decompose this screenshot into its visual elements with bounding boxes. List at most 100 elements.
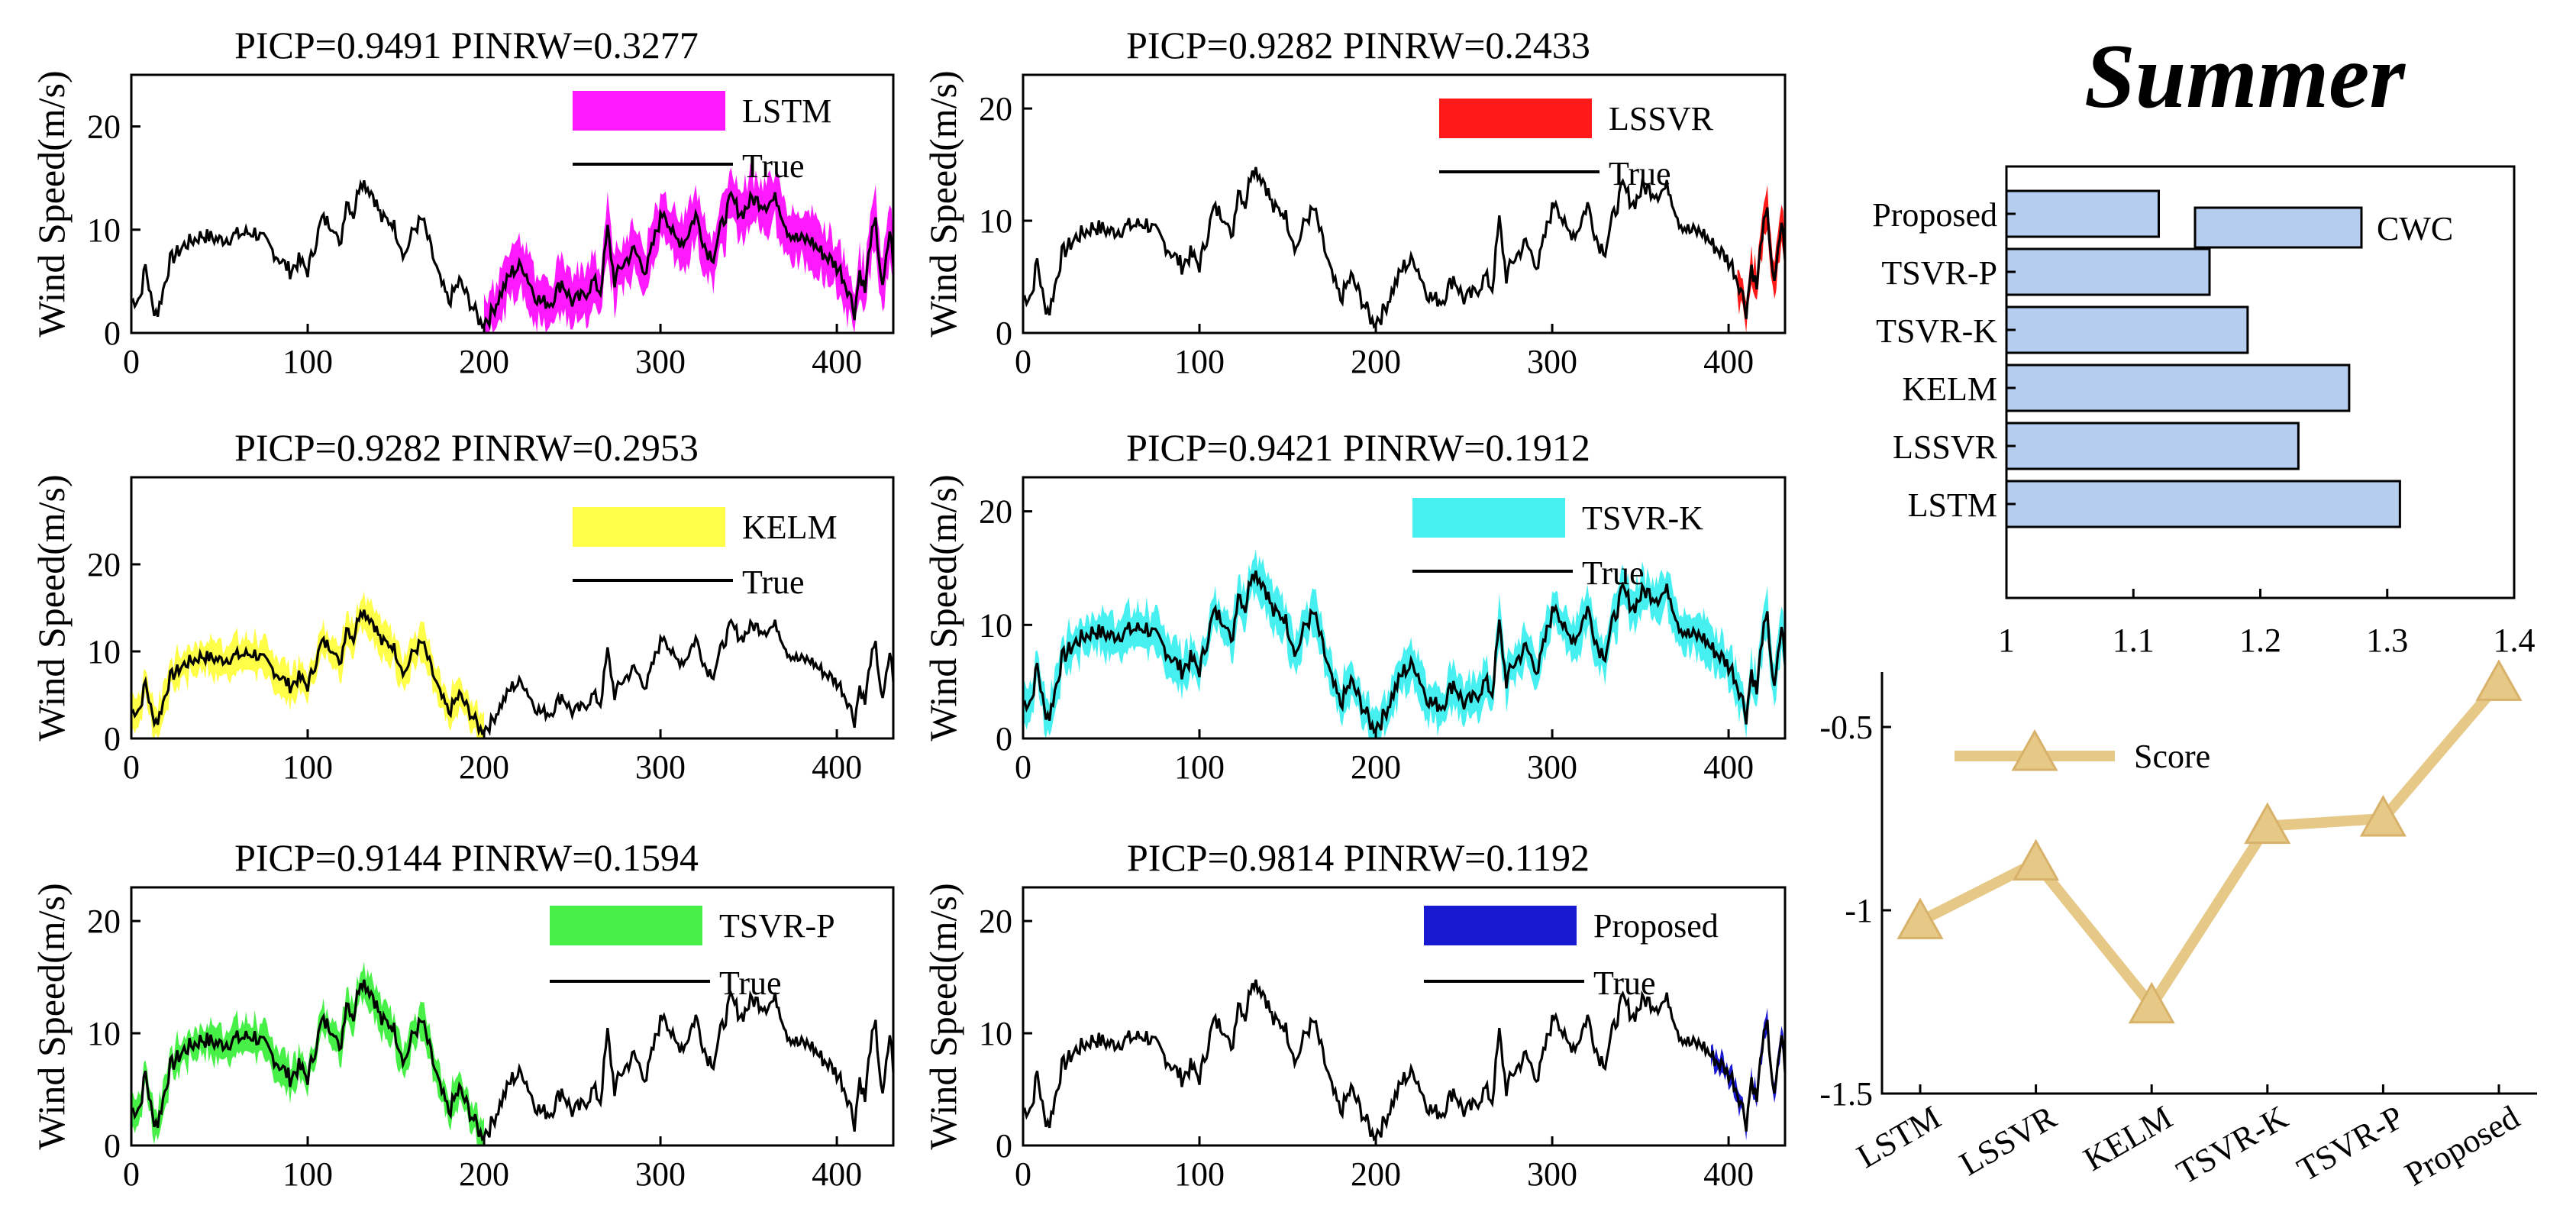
legend-label: LSTM [742,92,831,130]
x-tick-label: 300 [635,748,686,786]
x-tick-label: 100 [1174,343,1225,380]
true-wind-line [130,608,895,736]
cwc-bar-chart: Proposed TSVR-P TSVR-K KELM LSSVR LSTM 1 1.1 1.2… [1872,165,2536,659]
y-axis-label: Wind Speed(m/s) [30,70,73,337]
legend-marker [2011,729,2058,771]
x-tick-label: 1.1 [2113,622,2155,659]
true-wind-line [1022,979,1787,1142]
x-tick-label: 0 [1015,748,1031,786]
prediction-interval-band [131,591,484,738]
x-category-label: Proposed [2399,1098,2526,1193]
x-category-label: LSSVR [1953,1098,2063,1183]
legend-label: True [1593,964,1656,1002]
cwc-bar [2005,480,2401,528]
legend-swatch [573,507,725,547]
x-category-label: TSVR-P [2291,1098,2410,1188]
y-tick-label: 10 [979,202,1012,240]
y-tick-label: 20 [979,493,1012,531]
x-tick-label: 100 [282,343,333,380]
y-tick-label: 10 [87,633,121,670]
panel-title: PICP=0.9491 PINRW=0.3277 [234,24,699,66]
prediction-interval-band [1023,549,1785,738]
y-tick-label: 20 [979,903,1012,940]
y-tick-label: 20 [87,903,121,940]
axes-lines [1880,672,2537,1095]
y-axis-label: Wind Speed(m/s) [922,70,964,337]
x-tick-label: 1.3 [2366,622,2408,659]
y-axis-label: Wind Speed(m/s) [30,474,73,741]
x-tick-label: 0 [1015,1155,1031,1193]
x-tick-label: 200 [459,748,509,786]
legend-label: True [742,564,805,601]
panel-title: PICP=0.9814 PINRW=0.1192 [1127,836,1590,879]
x-tick-label: 200 [459,1155,509,1193]
prediction-interval-band [484,162,893,333]
score-line [1917,679,2503,1011]
axes-box [130,73,895,334]
true-wind-line [1022,166,1787,329]
x-tick-label: 200 [459,343,509,380]
y-axis-label: Wind Speed(m/s) [922,474,964,741]
score-point [2359,794,2407,837]
y-tick-label: 20 [87,546,121,583]
y-tick-label: 0 [996,720,1012,758]
y-axis-label: Wind Speed(m/s) [30,883,73,1149]
score-point [1896,897,1944,939]
panel-title: PICP=0.9144 PINRW=0.1594 [234,836,699,879]
y-tick-label: 10 [979,606,1012,644]
legend-label: TSVR-K [1582,499,1703,537]
y-tick-label: 0 [104,1127,121,1165]
legend-label: Score [2134,738,2210,775]
legend-label: True [719,964,782,1002]
true-wind-line [130,979,895,1142]
axes-box [130,476,895,740]
axes-box [1022,476,1787,740]
timeseries-panel: 0 100 200 300 400 0 10 20 Wind Speed(m/s) PICP=0.… [922,24,1787,380]
prediction-interval-band [131,961,484,1145]
true-wind-line [1022,570,1787,735]
timeseries-panel: 0 100 200 300 400 0 10 20 Wind Speed(m/s) PICP=0.… [30,836,895,1193]
y-tick-label: -1.5 [1819,1075,1873,1113]
prediction-interval-band [1737,185,1785,333]
y-axis-label: Wind Speed(m/s) [922,883,964,1149]
legend-swatch [573,91,725,131]
bar-category-label: Proposed [1872,196,1997,234]
x-tick-label: 300 [1527,343,1577,380]
legend-swatch [1439,99,1592,138]
score-point [2013,838,2060,881]
timeseries-panel: 0 100 200 300 400 0 10 20 Wind Speed(m/s) PICP=0.… [922,426,1787,786]
cwc-bar [2005,247,2211,296]
y-tick-label: 0 [996,1127,1012,1165]
timeseries-panel: 0 100 200 300 400 0 10 20 Wind Speed(m/s) PICP=0.… [922,836,1787,1193]
x-tick-label: 400 [812,343,862,380]
timeseries-panel: 0 100 200 300 400 0 10 20 Wind Speed(m/s) PICP=0.… [30,426,895,786]
axes-box [1022,73,1787,334]
x-tick-label: 300 [635,343,686,380]
legend-label: True [742,147,805,185]
legend-swatch [1412,498,1565,538]
score-point [2128,981,2175,1024]
y-tick-label: 0 [996,315,1012,352]
legend-label: KELM [742,509,838,546]
bar-category-label: LSTM [1908,486,1997,524]
legend-label: CWC [2377,210,2453,247]
x-tick-label: 100 [1174,1155,1225,1193]
legend-label: TSVR-P [719,907,835,945]
season-title: Summer [2084,25,2406,127]
x-tick-label: 100 [1174,748,1225,786]
y-tick-label: 20 [87,108,121,146]
x-tick-label: 200 [1351,343,1401,380]
bar-category-label: TSVR-K [1876,312,1997,350]
legend-swatch [550,906,702,945]
x-tick-label: 1.4 [2494,622,2536,659]
legend-label: True [1582,554,1645,592]
legend-label: Proposed [1593,907,1719,945]
legend-label: True [1609,155,1671,192]
x-tick-label: 1.2 [2239,622,2281,659]
score-line-chart: LSTM LSSVR KELMTSVR-KTSVR-PProposed-1.5-1-… [1819,659,2537,1194]
legend-label: LSSVR [1609,100,1714,137]
y-tick-label: -1 [1845,892,1873,929]
x-tick-label: 400 [1703,343,1754,380]
